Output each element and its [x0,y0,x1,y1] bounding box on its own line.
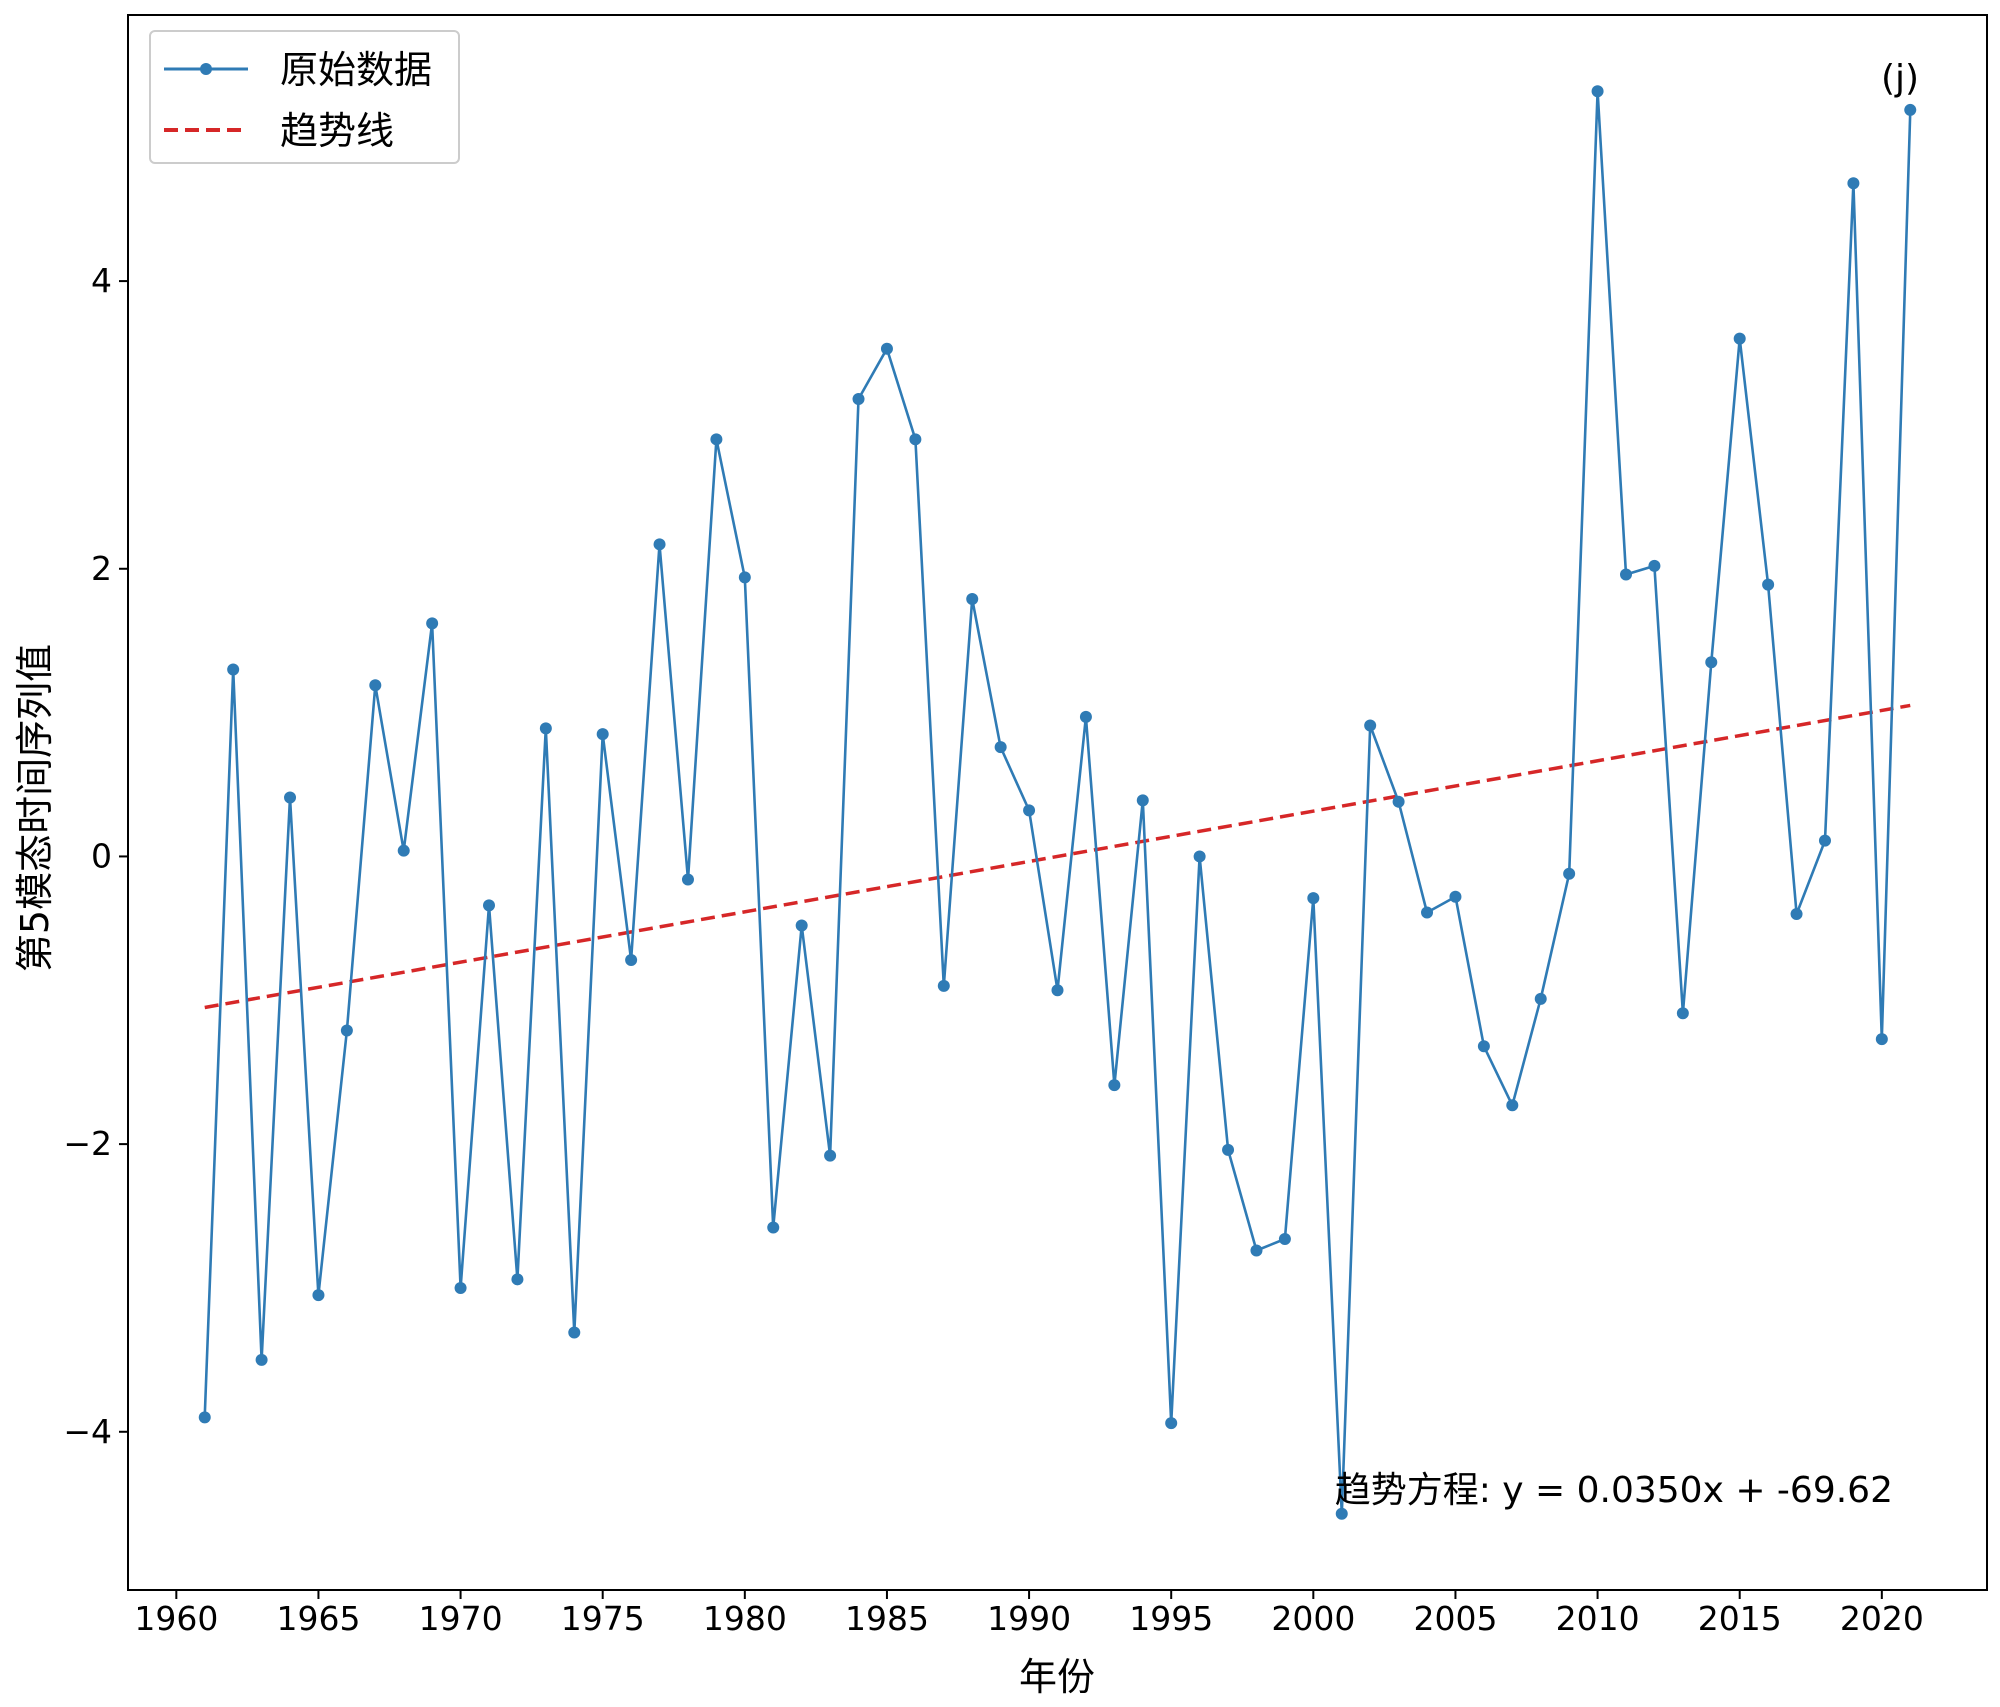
trend-line [204,703,1911,1010]
data-point [1449,890,1462,903]
x-tick-label: 2005 [1413,1599,1497,1638]
data-point [909,433,922,446]
data-point [340,1024,353,1037]
data-point [312,1289,325,1302]
data-point [994,741,1007,754]
x-tick-label: 2015 [1698,1599,1782,1638]
data-point [1477,1040,1490,1053]
data-point [937,979,950,992]
data-point [255,1353,268,1366]
data-point [1051,984,1064,997]
data-point [397,844,410,857]
data-point [1335,1507,1348,1520]
legend: 原始数据 趋势线 [149,30,460,164]
data-point [1563,867,1576,880]
y-tick-label: −4 [63,1412,112,1451]
data-point [1108,1079,1121,1092]
data-point [1591,85,1604,98]
y-tick-label: 2 [91,549,112,588]
data-point [966,592,979,605]
data-point [482,899,495,912]
data-point [1392,795,1405,808]
data-point [1278,1233,1291,1246]
data-point [852,393,865,406]
x-tick-label: 1965 [276,1599,360,1638]
data-point [795,919,808,932]
data-point [227,663,240,676]
y-tick-label: −2 [63,1124,112,1163]
x-tick-label: 2020 [1840,1599,1924,1638]
data-point [824,1149,837,1162]
data-point [1165,1417,1178,1430]
trend-equation: 趋势方程: y = 0.0350x + -69.62 [1335,1470,1893,1511]
data-point [198,1411,211,1424]
x-tick-label: 1990 [987,1599,1071,1638]
legend-label-raw-data: 原始数据 [280,48,432,92]
data-point [1193,850,1206,863]
data-point [1506,1099,1519,1112]
data-point [568,1326,581,1339]
data-series-layer [198,85,1917,1520]
data-point [596,728,609,741]
data-point [1733,332,1746,345]
data-point [1762,578,1775,591]
data-point [1364,719,1377,732]
data-point [1620,568,1633,581]
data-point [1676,1007,1689,1020]
x-tick-label: 1995 [1129,1599,1213,1638]
data-point [1079,710,1092,723]
x-tick-label: 1975 [561,1599,645,1638]
data-point [1222,1143,1235,1156]
axes-layer: 1960 1965 1970 1975 1980 1985 1990 1995 2000 2005… [63,14,1988,1638]
y-tick-label: 4 [91,261,112,300]
x-tick-label: 1970 [419,1599,503,1638]
data-point [1648,559,1661,572]
x-tick-label: 2010 [1556,1599,1640,1638]
trend-line-layer [204,703,1911,1010]
y-axis-label: 第5模态时间序列值 [13,644,57,972]
x-tick-label: 1985 [845,1599,929,1638]
x-tick-label: 1980 [703,1599,787,1638]
data-point [710,433,723,446]
data-point [1023,804,1036,817]
data-point [880,342,893,355]
legend-label-trend-line: 趋势线 [280,109,394,153]
data-point [539,722,552,735]
data-point [625,954,638,966]
data-point [369,679,382,692]
data-point [1705,656,1718,669]
data-point [1847,177,1860,190]
x-tick-label: 1960 [134,1599,218,1638]
data-point [1875,1033,1888,1046]
data-point [681,873,694,886]
data-point [1818,834,1831,847]
x-axis-label: 年份 [1019,1655,1095,1699]
data-point [767,1221,780,1234]
data-point [1904,103,1917,116]
data-point [454,1281,467,1294]
data-point [284,791,297,804]
data-point [1136,794,1149,807]
data-point [738,571,751,584]
data-point [1421,906,1434,919]
data-point [653,538,666,551]
legend-series-marker [200,63,212,75]
data-point [1307,892,1320,905]
data-point [426,617,439,630]
data-point [1534,992,1547,1005]
y-tick-label: 0 [91,836,112,875]
data-point [1250,1244,1263,1257]
data-point [511,1273,524,1286]
data-point [1790,907,1803,920]
plot-frame [127,14,1988,1591]
x-tick-label: 2000 [1271,1599,1355,1638]
panel-label: (j) [1881,58,1919,99]
